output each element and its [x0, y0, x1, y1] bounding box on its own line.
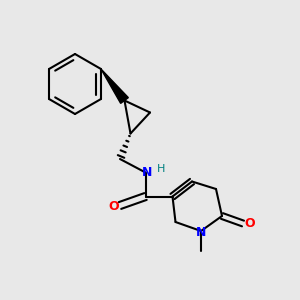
Text: O: O — [108, 200, 119, 214]
Text: O: O — [244, 217, 255, 230]
Text: N: N — [196, 226, 206, 239]
Polygon shape — [101, 69, 128, 103]
Text: H: H — [157, 164, 165, 174]
Text: N: N — [142, 166, 152, 179]
